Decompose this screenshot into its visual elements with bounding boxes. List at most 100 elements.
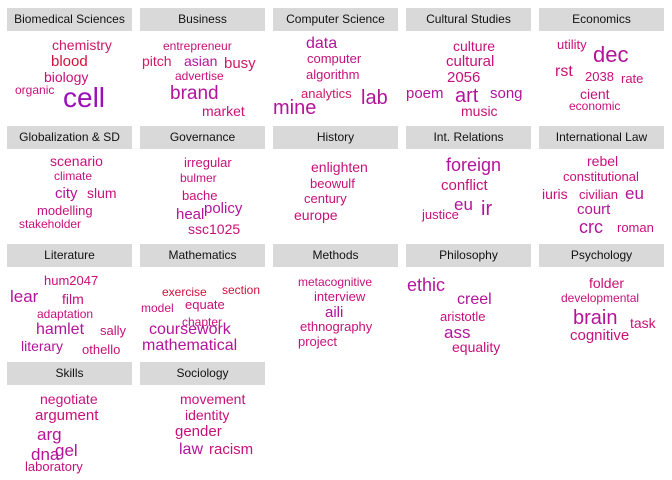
panel-title: Literature [7, 244, 132, 267]
cloud-word: project [298, 334, 338, 349]
cloud-word: identity [185, 407, 230, 423]
cloud-word: mine [273, 97, 317, 119]
cloud-word: ir [481, 198, 493, 220]
cloud-word: crc [579, 217, 603, 237]
cloud-word: literary [21, 338, 64, 354]
cloud-word: ass [444, 323, 471, 342]
cloud-word: busy [224, 55, 256, 72]
cloud-word: mathematical [142, 337, 238, 354]
panel-title: Psychology [539, 244, 664, 267]
cloud-word: organic [15, 83, 55, 97]
cloud-word: slum [87, 185, 117, 201]
cloud-word: advertise [175, 69, 224, 83]
cloud-word: law [179, 441, 204, 458]
cloud-word: chapter [182, 315, 223, 329]
cloud-word: cognitive [570, 327, 630, 344]
cloud-word: market [202, 103, 245, 119]
cloud-word: century [304, 191, 347, 206]
cloud-word: brain [573, 307, 618, 329]
panel-title: Economics [539, 8, 664, 31]
cloud-word: argument [35, 407, 99, 424]
cloud-word: racism [209, 441, 254, 458]
panel-title: Int. Relations [406, 126, 531, 149]
panel-philosophy: Philosophy ethic creel aristotle ass equality [406, 244, 531, 356]
cloud-word: folder [589, 275, 625, 291]
panel-title: Methods [273, 244, 398, 267]
panel-business: Business entrepreneur pitch asian busy advert… [140, 8, 265, 120]
panel-title: Business [140, 8, 265, 31]
cloud-word: rebel [587, 153, 619, 169]
cloud-word: foreign [446, 155, 502, 175]
cloud-word: sally [100, 323, 127, 338]
cloud-word: 2038 [585, 69, 614, 84]
panel-title: International Law [539, 126, 664, 149]
cloud-word: othello [82, 342, 121, 357]
panel-international-law: International Law rebel constitutional iuri… [539, 126, 664, 238]
cloud-word: gender [175, 423, 222, 440]
cloud-word: analytics [301, 86, 352, 101]
cloud-word: cell [63, 82, 106, 113]
cloud-word: dec [593, 42, 629, 67]
cloud-word: enlighten [311, 159, 368, 175]
cloud-word: entrepreneur [163, 39, 232, 53]
panel-title: Computer Science [273, 8, 398, 31]
cloud-word: heal [176, 206, 205, 223]
cloud-word: utility [557, 37, 587, 52]
cloud-word: equate [185, 297, 225, 312]
cloud-word: scenario [50, 153, 103, 169]
cloud-word: hamlet [36, 321, 85, 338]
cloud-word: movement [180, 391, 246, 407]
cloud-word: cient [580, 86, 610, 102]
cloud-word: hum2047 [44, 273, 99, 288]
panel-computer-science: Computer Science data computer algorithm ana… [273, 8, 398, 120]
cloud-word: developmental [561, 291, 640, 305]
cloud-word: exercise [162, 285, 207, 299]
cloud-word: metacognitive [298, 275, 373, 289]
cloud-word: brand [170, 83, 219, 104]
panel-title: Mathematics [140, 244, 265, 267]
cloud-word: cultural [446, 53, 495, 70]
cloud-word: europe [294, 207, 338, 223]
cloud-word: task [630, 315, 656, 331]
cloud-word: beowulf [310, 176, 355, 191]
cloud-word: bulmer [180, 171, 217, 185]
cloud-word: eu [454, 195, 473, 214]
panel-title: Globalization & SD [7, 126, 132, 149]
cloud-word: interview [314, 289, 366, 304]
cloud-word: policy [204, 200, 243, 217]
panel-title: History [273, 126, 398, 149]
cloud-word: aristotle [440, 309, 486, 324]
cloud-word: poem [406, 85, 444, 102]
cloud-word: court [577, 201, 611, 218]
cloud-word: negotiate [40, 391, 98, 407]
cloud-word: adaptation [37, 307, 94, 321]
panel-psychology: Psychology folder developmental brain task co… [539, 244, 664, 356]
panel-methods: Methods metacognitive interview aili ethnogr… [273, 244, 398, 356]
cloud-word: rst [555, 63, 573, 80]
cloud-word: justice [422, 207, 459, 222]
cloud-word: stakeholder [19, 217, 82, 231]
cloud-word: modelling [37, 203, 93, 218]
cloud-word: pitch [142, 53, 172, 69]
cloud-word: culture [453, 38, 496, 54]
panel-sociology: Sociology movement identity gender law racism [140, 362, 265, 474]
cloud-word: ssc1025 [188, 221, 241, 237]
cloud-word: section [222, 283, 261, 297]
cloud-word: art [455, 85, 479, 107]
cloud-word: ethic [407, 275, 446, 295]
panel-title: Skills [7, 362, 132, 385]
panel-int-relations: Int. Relations foreign conflict eu ir justice [406, 126, 531, 238]
cloud-word: iuris [542, 186, 568, 202]
panel-economics: Economics utility dec rst 2038 rate cient econo… [539, 8, 664, 120]
cloud-word: economic [569, 99, 621, 113]
cloud-word: asian [184, 53, 218, 69]
cloud-word: gel [55, 441, 78, 460]
cloud-word: biology [44, 69, 89, 85]
panel-title: Biomedical Sciences [7, 8, 132, 31]
cloud-word: blood [51, 53, 88, 70]
cloud-word: rate [621, 71, 644, 86]
panel-cultural-studies: Cultural Studies culture cultural 2056 poem a… [406, 8, 531, 120]
cloud-word: city [55, 185, 78, 202]
cloud-word: aili [325, 304, 344, 321]
